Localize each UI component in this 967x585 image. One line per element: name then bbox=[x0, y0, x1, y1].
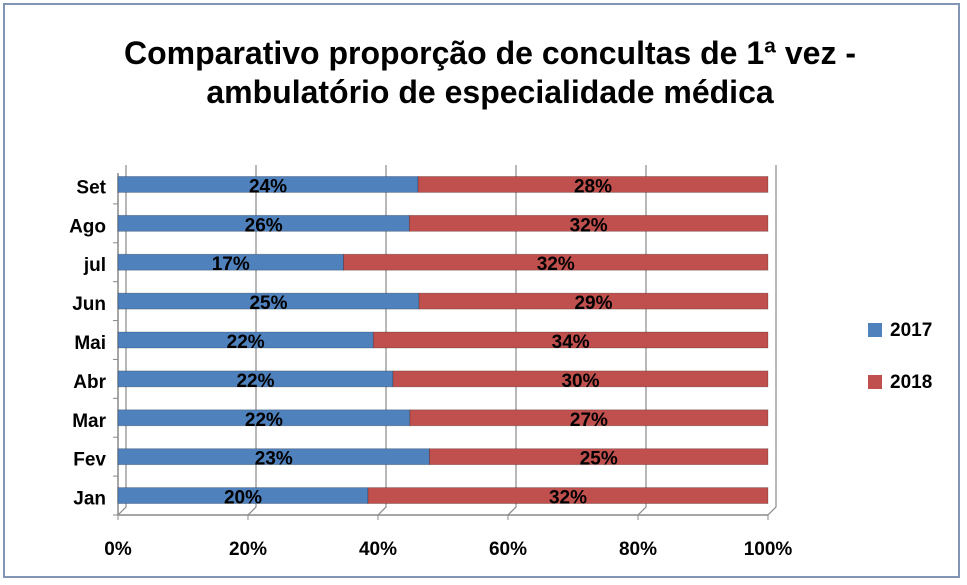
legend-label: 2018 bbox=[890, 372, 932, 393]
y-tick-label: Abr bbox=[73, 372, 106, 393]
value-label: 27% bbox=[570, 410, 608, 431]
y-tick-label: Set bbox=[76, 177, 106, 198]
grid-line bbox=[637, 165, 647, 516]
y-tick-label: jul bbox=[83, 255, 106, 276]
bar bbox=[429, 448, 769, 466]
bar bbox=[372, 331, 769, 349]
y-tick-label: Fev bbox=[73, 450, 106, 471]
value-label: 32% bbox=[549, 488, 587, 509]
grid-line bbox=[377, 165, 387, 516]
grid-line bbox=[247, 165, 257, 516]
value-label: 17% bbox=[212, 254, 250, 275]
value-label: 22% bbox=[245, 410, 283, 431]
value-label: 24% bbox=[249, 176, 287, 197]
value-label: 23% bbox=[255, 449, 293, 470]
value-label: 20% bbox=[224, 488, 262, 509]
value-label: 22% bbox=[236, 371, 274, 392]
value-label: 28% bbox=[574, 176, 612, 197]
value-label: 32% bbox=[570, 215, 608, 236]
y-tick-label: Ago bbox=[69, 216, 106, 237]
y-tick-label: Jun bbox=[72, 294, 106, 315]
x-tick-label: 100% bbox=[744, 539, 793, 560]
value-label: 25% bbox=[249, 293, 287, 314]
legend-swatch bbox=[868, 375, 882, 389]
chart-title: Comparativo proporção de concultas de 1ª… bbox=[123, 35, 856, 110]
value-label: 25% bbox=[580, 449, 618, 470]
value-label: 32% bbox=[537, 254, 575, 275]
chart-frame bbox=[3, 3, 960, 578]
grid-line bbox=[767, 165, 777, 516]
y-tick-label: Mai bbox=[74, 333, 106, 354]
x-tick-label: 60% bbox=[489, 539, 527, 560]
value-label: 34% bbox=[552, 332, 590, 353]
bar bbox=[409, 409, 769, 427]
x-tick-label: 80% bbox=[619, 539, 657, 560]
x-tick-label: 0% bbox=[104, 539, 132, 560]
grid-line bbox=[117, 165, 127, 516]
x-tick-label: 20% bbox=[229, 539, 267, 560]
y-tick-label: Jan bbox=[73, 489, 106, 510]
legend-label: 2017 bbox=[890, 320, 932, 341]
value-label: 29% bbox=[574, 293, 612, 314]
bar bbox=[417, 176, 769, 193]
value-label: 30% bbox=[561, 371, 599, 392]
x-tick-label: 40% bbox=[359, 539, 397, 560]
grid-line bbox=[507, 165, 517, 516]
bar bbox=[343, 253, 769, 271]
bar bbox=[392, 370, 769, 388]
bar bbox=[418, 292, 769, 310]
value-label: 22% bbox=[227, 332, 265, 353]
y-tick-label: Mar bbox=[72, 411, 106, 432]
legend-swatch bbox=[868, 323, 882, 337]
bar bbox=[367, 487, 769, 504]
value-label: 26% bbox=[245, 215, 283, 236]
bar bbox=[408, 214, 769, 232]
